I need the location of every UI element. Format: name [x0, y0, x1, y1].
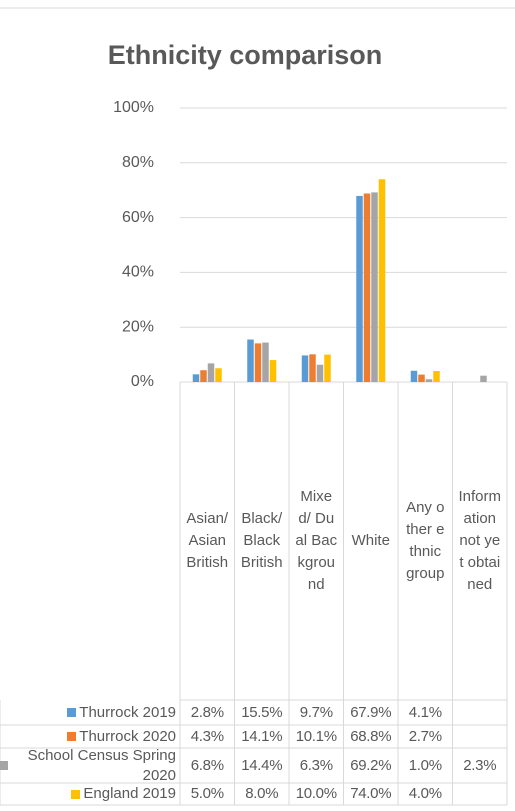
data-label: 10.0% — [295, 785, 337, 802]
data-label: 2.3% — [463, 756, 497, 774]
data-label: 69.2% — [350, 756, 392, 774]
data-label: 5.0% — [190, 785, 224, 802]
data-label: 2.7% — [408, 727, 442, 745]
legend-entry: England 2019 — [0, 783, 180, 805]
data-label: 6.8% — [190, 756, 224, 774]
chart-title: Ethnicity comparison — [108, 40, 383, 70]
bar — [262, 342, 269, 382]
legend-entry: School Census Spring 2020 — [0, 746, 180, 784]
bar — [418, 374, 425, 382]
y-tick-label: 100% — [113, 99, 154, 116]
bar — [207, 363, 215, 382]
legend-entry: Thurrock 2019 — [0, 700, 180, 725]
legend-swatch — [0, 761, 8, 770]
data-label: 14.1% — [241, 727, 283, 745]
category-label: Information not yet obtained — [458, 488, 502, 593]
legend-text: Thurrock 2019 — [79, 703, 176, 721]
data-label: 6.3% — [299, 756, 333, 774]
y-tick-label: 20% — [122, 318, 154, 335]
legend-swatch — [67, 732, 77, 741]
legend-text: Thurrock 2020 — [79, 727, 176, 745]
legend-swatch — [67, 708, 77, 717]
bar — [371, 192, 378, 382]
y-tick-label: 60% — [122, 209, 154, 226]
data-label: 1.0% — [408, 756, 442, 774]
category-label: Any other ethnic group — [406, 499, 445, 582]
data-label: 68.8% — [350, 727, 392, 745]
legend-text: England 2019 — [83, 785, 176, 802]
bar — [425, 379, 433, 382]
bar — [378, 179, 386, 382]
bar — [356, 195, 363, 382]
bar — [410, 370, 418, 382]
data-label: 14.4% — [241, 756, 283, 774]
category-label: Black/ Black British — [240, 510, 283, 571]
data-label: 2.8% — [190, 703, 224, 721]
data-label: 67.9% — [350, 703, 392, 721]
bar — [433, 371, 440, 382]
legend-entry: Thurrock 2020 — [0, 725, 180, 748]
bar — [309, 354, 316, 382]
bar — [269, 360, 277, 382]
y-tick-label: 0% — [131, 373, 154, 390]
data-label: 15.5% — [241, 703, 283, 721]
bar — [247, 339, 254, 382]
bar — [192, 374, 200, 382]
y-tick-label: 80% — [122, 154, 154, 171]
y-tick-label: 40% — [122, 264, 154, 281]
category-label: White — [351, 532, 390, 549]
data-label: 4.3% — [190, 727, 224, 745]
bar — [301, 355, 309, 382]
bar — [215, 368, 222, 382]
bar — [316, 364, 324, 382]
bar — [363, 193, 371, 382]
data-label: 9.7% — [299, 703, 333, 721]
data-label: 8.0% — [245, 785, 279, 802]
bar — [324, 354, 331, 382]
legend-swatch — [71, 789, 81, 799]
bar — [480, 375, 487, 382]
data-label: 10.1% — [295, 727, 337, 745]
legend-text: School Census Spring 2020 — [27, 746, 176, 784]
data-label: 4.1% — [408, 703, 442, 721]
bar — [254, 343, 262, 382]
data-label: 4.0% — [408, 785, 442, 802]
data-label: 74.0% — [350, 785, 392, 802]
bar — [200, 370, 207, 382]
category-label: Asian/ Asian British — [186, 510, 229, 571]
category-label: Mixed/ Dual Background — [295, 488, 338, 593]
